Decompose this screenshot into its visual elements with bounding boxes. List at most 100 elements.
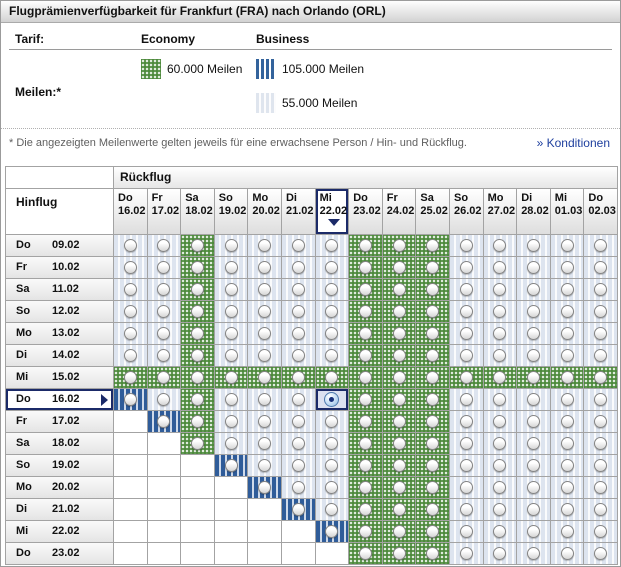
availability-radio[interactable] [291,437,305,450]
availability-radio[interactable] [459,547,473,560]
availability-radio[interactable] [594,327,608,340]
availability-radio[interactable] [560,459,574,472]
availability-radio[interactable] [258,415,272,428]
availability-radio[interactable] [157,415,171,428]
outbound-date-header-09.02[interactable]: Do 09.02 [6,235,114,257]
availability-radio[interactable] [594,261,608,274]
availability-radio[interactable] [459,393,473,406]
availability-radio[interactable] [560,371,574,384]
availability-radio[interactable] [459,525,473,538]
availability-radio[interactable] [358,327,372,340]
availability-radio[interactable] [358,393,372,406]
availability-radio[interactable] [426,239,440,252]
availability-radio[interactable] [258,239,272,252]
availability-radio[interactable] [358,283,372,296]
availability-radio[interactable] [325,415,339,428]
availability-radio[interactable] [560,415,574,428]
availability-radio[interactable] [325,459,339,472]
availability-radio[interactable] [493,239,507,252]
availability-radio[interactable] [560,283,574,296]
availability-radio[interactable] [426,481,440,494]
availability-radio[interactable] [560,327,574,340]
availability-radio[interactable] [258,349,272,362]
availability-radio[interactable] [157,327,171,340]
availability-radio[interactable] [157,261,171,274]
return-date-header-23.02[interactable]: Do 23.02 [349,189,383,235]
outbound-date-header-22.02[interactable]: Mi 22.02 [6,521,114,543]
availability-radio[interactable] [325,327,339,340]
availability-radio[interactable] [560,349,574,362]
availability-radio[interactable] [123,283,137,296]
availability-radio[interactable] [291,371,305,384]
availability-radio[interactable] [325,239,339,252]
availability-radio[interactable] [594,239,608,252]
availability-radio[interactable] [392,437,406,450]
availability-radio[interactable] [291,261,305,274]
availability-radio[interactable] [258,459,272,472]
availability-radio[interactable] [325,437,339,450]
outbound-date-header-14.02[interactable]: Di 14.02 [6,345,114,367]
availability-radio[interactable] [224,459,238,472]
availability-radio[interactable] [459,371,473,384]
availability-radio[interactable] [594,415,608,428]
availability-radio[interactable] [325,283,339,296]
availability-radio[interactable] [392,459,406,472]
availability-radio[interactable] [123,393,137,406]
availability-radio[interactable] [392,503,406,516]
availability-radio[interactable] [426,503,440,516]
availability-radio[interactable] [190,393,204,406]
availability-radio[interactable] [526,503,540,516]
availability-radio[interactable] [325,503,339,516]
konditionen-link[interactable]: » Konditionen [536,135,610,150]
availability-radio[interactable] [459,503,473,516]
availability-radio[interactable] [325,525,339,538]
return-date-header-16.02[interactable]: Do 16.02 [114,189,148,235]
availability-radio[interactable] [190,415,204,428]
availability-radio[interactable] [426,327,440,340]
return-date-header-17.02[interactable]: Fr 17.02 [147,189,182,235]
availability-radio[interactable] [493,437,507,450]
availability-radio[interactable] [190,349,204,362]
availability-radio[interactable] [325,349,339,362]
availability-radio[interactable] [291,393,305,406]
availability-radio[interactable] [123,305,137,318]
availability-radio[interactable] [426,415,440,428]
availability-radio[interactable] [426,349,440,362]
availability-radio[interactable] [392,481,406,494]
availability-radio[interactable] [493,305,507,318]
availability-radio[interactable] [594,393,608,406]
availability-radio[interactable] [560,393,574,406]
availability-radio[interactable] [526,525,540,538]
availability-radio[interactable] [258,393,272,406]
availability-radio[interactable] [493,349,507,362]
availability-radio[interactable] [459,349,473,362]
availability-radio[interactable] [392,261,406,274]
availability-radio[interactable] [426,283,440,296]
availability-radio[interactable] [560,261,574,274]
availability-radio[interactable] [291,415,305,428]
availability-radio[interactable] [426,305,440,318]
availability-radio[interactable] [594,349,608,362]
outbound-date-header-23.02[interactable]: Do 23.02 [6,543,114,565]
availability-radio[interactable] [358,459,372,472]
outbound-date-header-13.02[interactable]: Mo 13.02 [6,323,114,345]
availability-radio[interactable] [426,261,440,274]
outbound-date-header-15.02[interactable]: Mi 15.02 [6,367,114,389]
availability-radio[interactable] [594,459,608,472]
availability-radio[interactable] [459,459,473,472]
availability-radio[interactable] [291,481,305,494]
availability-radio[interactable] [392,547,406,560]
availability-radio[interactable] [560,503,574,516]
availability-radio[interactable] [526,305,540,318]
availability-radio[interactable] [258,481,272,494]
availability-radio[interactable] [526,283,540,296]
availability-radio[interactable] [392,239,406,252]
availability-radio[interactable] [123,261,137,274]
availability-radio[interactable] [190,305,204,318]
outbound-date-header-12.02[interactable]: So 12.02 [6,301,114,323]
availability-radio[interactable] [392,349,406,362]
availability-radio[interactable] [224,261,238,274]
availability-radio[interactable] [190,437,204,450]
availability-radio[interactable] [291,503,305,516]
availability-radio[interactable] [224,305,238,318]
